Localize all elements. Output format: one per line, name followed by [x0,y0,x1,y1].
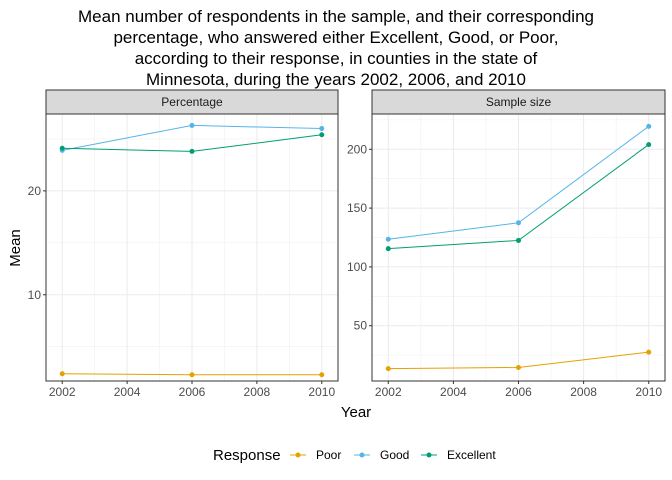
data-point-poor [189,372,195,378]
legend-label-good: Good [380,448,409,462]
data-point-poor [646,349,652,355]
data-point-good [189,122,195,128]
data-point-excellent [59,145,65,151]
panel-border [371,113,666,382]
y-tick-label: 50 [354,319,368,333]
data-point-poor [385,366,391,372]
y-tick-label: 20 [28,184,42,198]
x-tick-label: 2002 [375,385,402,399]
panel-border [45,113,339,382]
data-point-excellent [646,142,652,148]
data-point-good [319,126,325,132]
x-tick-label: 2010 [635,385,662,399]
legend-label-poor: Poor [316,448,341,462]
data-point-excellent [516,237,521,243]
chart-title: Mean number of respondents in the sample… [78,7,594,89]
x-tick-label: 2006 [179,385,206,399]
x-tick-label: 2008 [570,385,597,399]
facet-strip-label: Sample size [486,95,552,109]
x-tick-label: 2010 [308,385,335,399]
data-point-poor [319,372,325,378]
data-point-good [646,123,652,129]
data-point-good [516,220,521,226]
y-tick-label: 10 [28,288,42,302]
y-axis-title: Mean [7,229,24,267]
legend-label-excellent: Excellent [447,448,496,462]
legend-key-point [426,452,432,458]
y-tick-label: 100 [347,260,367,274]
x-tick-label: 2004 [114,385,141,399]
data-point-good [385,236,391,242]
data-point-excellent [319,132,325,138]
legend-key-point [295,452,301,458]
x-tick-label: 2004 [440,385,467,399]
x-tick-label: 2006 [505,385,532,399]
y-tick-label: 200 [347,142,367,156]
x-tick-label: 2008 [244,385,271,399]
x-tick-label: 2002 [49,385,76,399]
facet-strip-label: Percentage [161,95,223,109]
data-point-excellent [385,246,391,252]
legend-title: Response [213,447,281,464]
y-tick-label: 150 [347,201,367,215]
data-point-poor [59,371,65,377]
data-point-excellent [189,148,195,154]
data-point-poor [516,364,521,370]
facet-strip [371,89,666,115]
legend-key-point [359,452,365,458]
x-axis-title: Year [341,404,371,421]
